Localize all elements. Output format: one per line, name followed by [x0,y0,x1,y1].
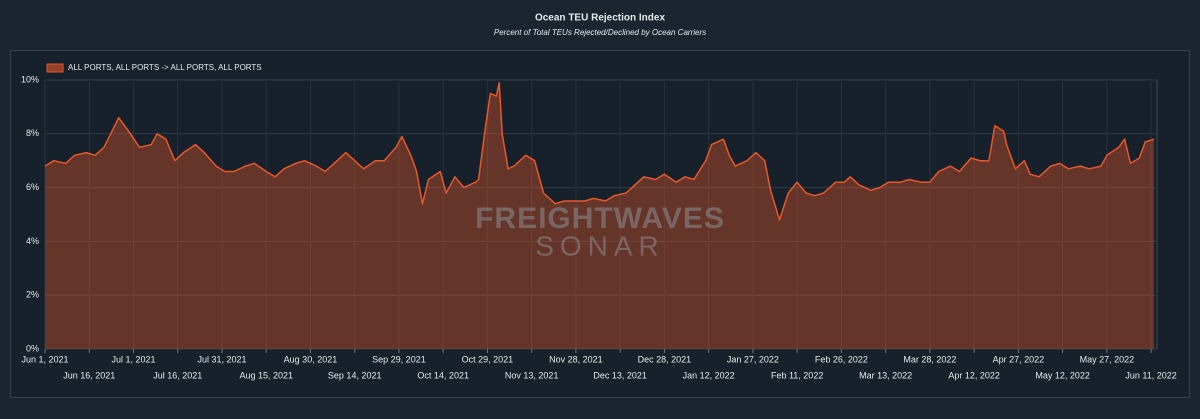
legend-swatch [46,63,64,73]
x-tick-label: Sep 14, 2021 [328,370,382,380]
x-tick-label: May 27, 2022 [1080,354,1135,364]
x-tick-label: Mar 28, 2022 [903,354,956,364]
chart-subtitle: Percent of Total TEUs Rejected/Declined … [494,28,706,37]
x-tick-label: Jan 12, 2022 [683,370,735,380]
x-tick-label: Nov 28, 2021 [549,354,603,364]
y-tick-label: 8% [26,128,39,138]
watermark: SONAR [535,230,665,261]
x-tick-label: Dec 13, 2021 [593,370,647,380]
chart-title: Ocean TEU Rejection Index [535,13,665,24]
x-tick-label: Apr 12, 2022 [948,370,1000,380]
y-tick-label: 6% [26,182,39,192]
line [44,81,1155,221]
x-tick-label: Jul 31, 2021 [197,354,246,364]
legend-label: ALL PORTS, ALL PORTS -> ALL PORTS, ALL P… [68,63,262,72]
x-tick-label: Jan 27, 2022 [727,354,779,364]
watermark: FREIGHTWAVES [475,202,725,235]
x-tick-label: Jun 1, 2021 [21,354,68,364]
y-tick-label: 10% [21,74,39,84]
x-tick-label: Oct 29, 2021 [462,354,514,364]
y-tick-label: 4% [26,236,39,246]
x-tick-label: Dec 28, 2021 [638,354,692,364]
x-tick-label: Jun 16, 2021 [63,370,115,380]
x-tick-label: Jul 16, 2021 [153,370,202,380]
x-tick-label: Jul 1, 2021 [111,354,155,364]
x-tick-label: Feb 26, 2022 [815,354,868,364]
plot: 0% 2% 4% 6% 8% 10% Jun 1, 2021 Jun 16, 2021 Jul … [21,74,1177,380]
x-tick-label: Oct 14, 2021 [417,370,469,380]
x-tick-label: Mar 13, 2022 [859,370,912,380]
x-tick-label: Feb 11, 2022 [771,370,823,380]
x-tick-label: Aug 15, 2021 [239,370,293,380]
x-tick-label: Apr 27, 2022 [993,354,1045,364]
x-tick-label: Nov 13, 2021 [505,370,559,380]
y-tick-label: 2% [26,290,39,300]
area [45,82,1155,349]
x-tick-label: Jun 11, 2022 [1125,370,1176,380]
x-tick-label: Sep 29, 2021 [372,354,426,364]
x-tick-label: Aug 30, 2021 [284,354,338,364]
x-tick-label: May 12, 2022 [1035,370,1090,380]
y-tick-label: 0% [26,343,39,353]
